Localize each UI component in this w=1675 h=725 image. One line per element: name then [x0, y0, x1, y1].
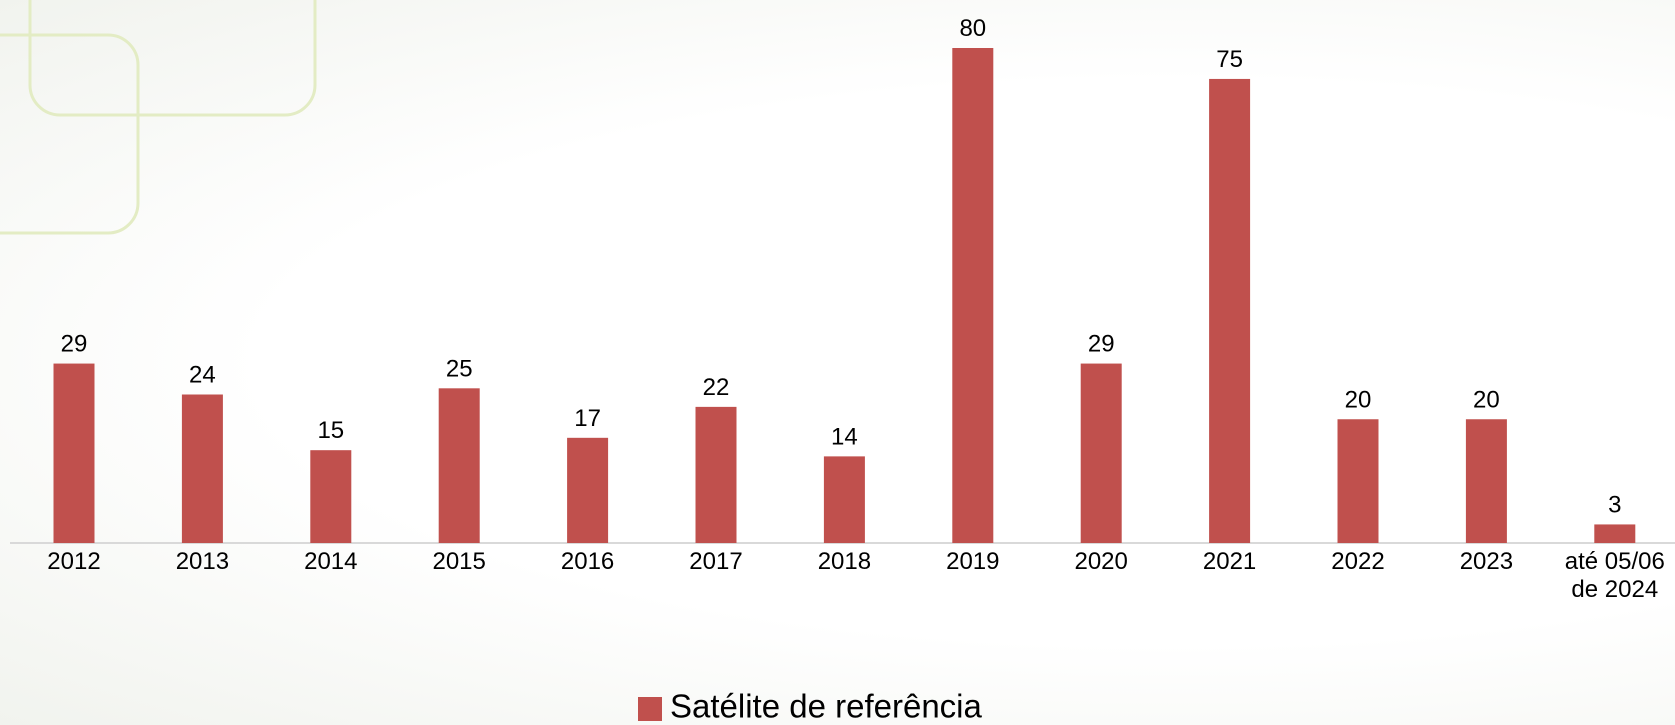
value-label: 75: [1216, 46, 1243, 73]
bar: [1209, 78, 1251, 543]
x-tick-label: 2012: [47, 548, 101, 575]
x-tick-label: 2019: [946, 548, 1000, 575]
legend-label: Satélite de referência: [670, 688, 983, 725]
bar: [438, 388, 480, 543]
x-tick-label: 2018: [817, 548, 872, 575]
x-tick-label: 2014: [304, 548, 358, 575]
value-label: 24: [189, 362, 216, 389]
value-label: 17: [574, 405, 601, 432]
bar: [1594, 524, 1636, 543]
value-label: 20: [1473, 386, 1500, 413]
bar: [181, 394, 223, 543]
bar: [823, 456, 865, 543]
bar: [53, 363, 95, 543]
bar: [567, 437, 609, 543]
value-label: 25: [446, 355, 473, 382]
value-label: 29: [61, 331, 88, 358]
bar: [1337, 419, 1379, 543]
x-tick-label: 2020: [1074, 548, 1128, 575]
x-tick-label: 2023: [1459, 548, 1514, 575]
value-label: 15: [317, 417, 344, 444]
x-tick-label: 2016: [560, 548, 615, 575]
bar: [952, 48, 994, 543]
value-label: 29: [1088, 331, 1115, 358]
legend-swatch: [638, 697, 662, 721]
bar: [695, 406, 737, 543]
bar: [310, 450, 352, 543]
x-tick-label: 2021: [1202, 548, 1257, 575]
x-tick-label: 2015: [432, 548, 486, 575]
bar: [1465, 419, 1507, 543]
bar: [1080, 363, 1122, 543]
x-tick-label: 2022: [1331, 548, 1385, 575]
x-tick-label: até 05/06 de 2024: [1564, 548, 1665, 603]
value-label: 3: [1608, 491, 1621, 518]
x-tick-label: 2017: [689, 548, 743, 575]
value-label: 22: [703, 374, 730, 401]
value-label: 20: [1345, 386, 1372, 413]
value-label: 80: [959, 15, 986, 42]
x-tick-label: 2013: [175, 548, 230, 575]
value-label: 14: [831, 423, 858, 450]
decoration: [0, 0, 317, 235]
